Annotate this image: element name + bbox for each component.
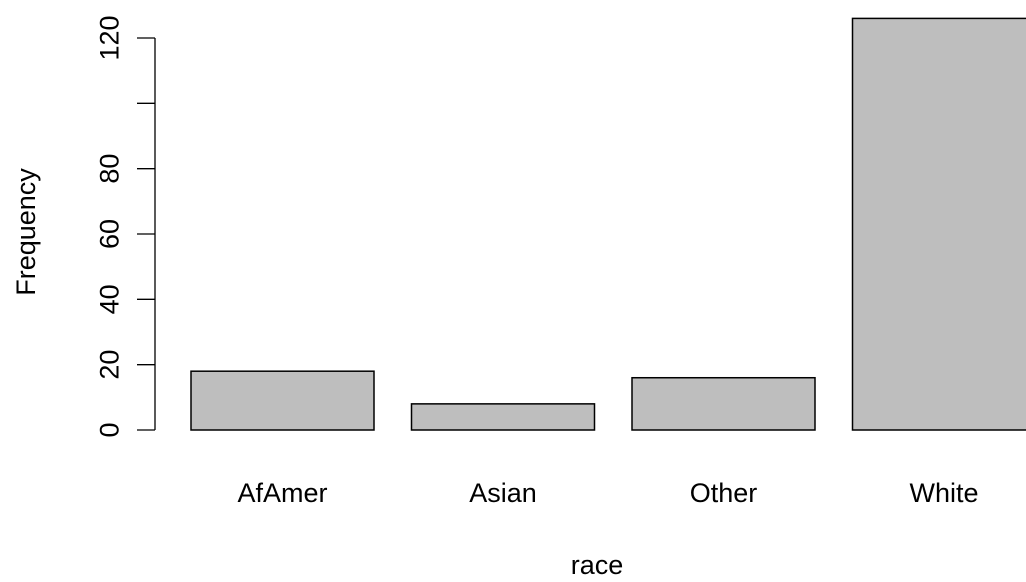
y-tick-label: 40 — [94, 284, 124, 314]
bar-afamer — [190, 370, 375, 431]
x-axis-title: race — [571, 550, 624, 580]
x-tick-label: White — [909, 478, 978, 508]
bar-asian — [410, 403, 596, 431]
y-axis-title: Frequency — [11, 168, 41, 296]
x-tick-labels: AfAmer Asian Other White — [237, 478, 978, 508]
y-tick-label: 80 — [94, 154, 124, 184]
x-tick-label: Other — [690, 478, 758, 508]
bar-other — [631, 376, 816, 431]
x-tick-label: AfAmer — [237, 478, 327, 508]
y-tick-label: 120 — [94, 15, 124, 60]
y-tick-label: 20 — [94, 350, 124, 380]
x-tick-label: Asian — [469, 478, 537, 508]
bar-white — [851, 17, 1026, 431]
y-axis: 0 20 40 60 80 120 — [94, 15, 156, 438]
y-tick-label: 60 — [94, 219, 124, 249]
y-tick-label: 0 — [94, 422, 124, 437]
bars — [190, 17, 1026, 431]
